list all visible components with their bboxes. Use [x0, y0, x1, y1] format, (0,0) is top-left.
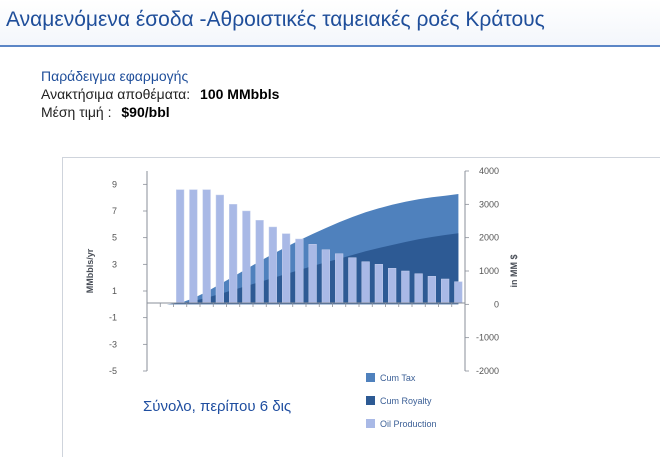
production-bar — [308, 244, 317, 304]
price-value: $90/bbl — [121, 104, 170, 120]
y-tick-label: 9 — [112, 179, 117, 189]
y-tick-label: 1 — [112, 286, 117, 296]
production-bar — [321, 249, 330, 304]
y2-axis-title: in MM $ — [509, 255, 519, 288]
production-bar — [282, 233, 291, 304]
legend-swatch — [366, 396, 375, 405]
production-bar — [189, 189, 198, 304]
production-bar — [401, 270, 410, 304]
production-bar — [427, 276, 436, 304]
reserves-label: Ανακτήσιμα αποθέματα: — [41, 86, 191, 102]
legend-label: Oil Production — [380, 419, 437, 429]
legend-swatch — [366, 419, 375, 428]
y-tick-label: -5 — [109, 366, 117, 376]
example-heading: Παράδειγμα εφαρμογής — [41, 68, 189, 84]
bar-layer — [176, 189, 463, 304]
reserves-line: Ανακτήσιμα αποθέματα: 100 MMbbls — [41, 85, 279, 103]
y2-tick-label: -1000 — [476, 333, 499, 343]
y2-tick-label: -2000 — [476, 366, 499, 376]
y-tick-label: 5 — [112, 233, 117, 243]
production-bar — [255, 220, 264, 304]
axes-layer: 9 7 5 3 1 -1 -3 -5 4000 3000 2000 1000 0 -1000 -2000 MM… — [85, 166, 519, 376]
chart-legend: Cum Tax Cum Royalty Oil Production — [366, 373, 437, 429]
production-bar — [242, 210, 251, 304]
y2-tick-label: 4000 — [479, 166, 499, 176]
y-tick-label: 7 — [112, 206, 117, 216]
legend-label: Cum Royalty — [380, 396, 432, 406]
production-bar — [454, 281, 463, 304]
production-bar — [176, 189, 185, 304]
legend-label: Cum Tax — [380, 373, 416, 383]
production-bar — [441, 278, 450, 304]
title-divider — [0, 45, 660, 47]
production-bar — [414, 273, 423, 304]
production-bar — [229, 204, 238, 304]
chart-frame — [62, 157, 660, 457]
price-label: Μέση τιμή : — [41, 104, 112, 120]
y-tick-label: -1 — [109, 313, 117, 323]
area-layer — [153, 194, 459, 305]
y2-tick-label: 2000 — [479, 233, 499, 243]
page-title: Αναμενόμενα έσοδα -Αθροιστικές ταμειακές… — [6, 8, 545, 31]
production-bar — [202, 189, 211, 304]
total-annotation: Σύνολο, περίπου 6 δις — [143, 398, 292, 415]
y-tick-label: 3 — [112, 259, 117, 269]
y-tick-label: -3 — [109, 339, 117, 349]
production-bar — [374, 264, 383, 304]
reserves-value: 100 MMbbls — [200, 86, 280, 102]
price-line: Μέση τιμή : $90/bbl — [41, 103, 279, 121]
production-bar — [268, 226, 277, 304]
production-bar — [388, 268, 397, 304]
production-bar — [335, 253, 344, 304]
y2-tick-label: 0 — [494, 299, 499, 309]
production-bar — [295, 238, 304, 304]
example-block: Παράδειγμα εφαρμογής Ανακτήσιμα αποθέματ… — [41, 67, 279, 121]
y2-tick-label: 3000 — [479, 199, 499, 209]
production-bar — [215, 194, 224, 304]
production-bar — [361, 261, 370, 304]
production-bar — [348, 257, 357, 304]
y-axis-title: MMbbls/yr — [85, 248, 95, 293]
y2-tick-label: 1000 — [479, 266, 499, 276]
title-bar: Αναμενόμενα έσοδα -Αθροιστικές ταμειακές… — [0, 0, 660, 46]
legend-swatch — [366, 373, 375, 382]
